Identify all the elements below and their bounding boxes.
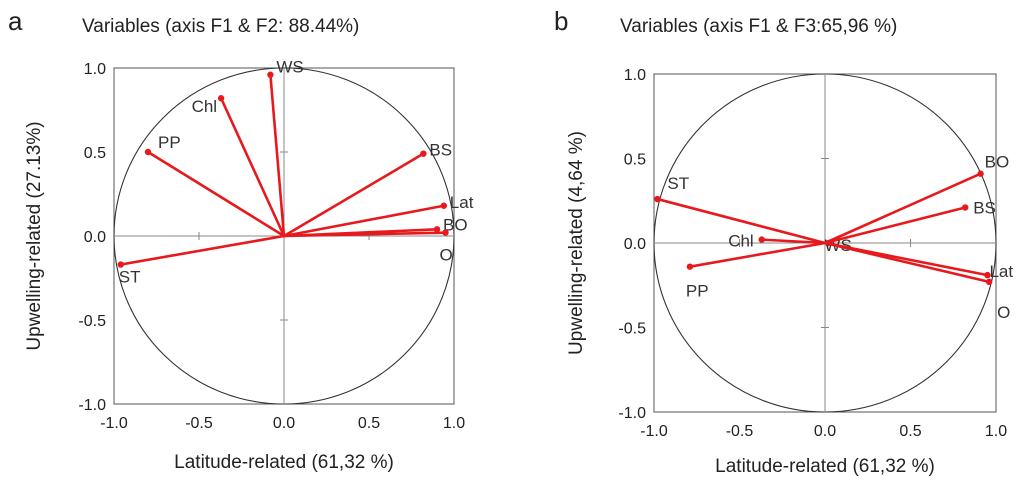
x-tick-label: 1.0 <box>443 415 465 432</box>
panel-b: b Variables (axis F1 & F3:65,96 %) -1.0-… <box>548 0 1026 479</box>
x-tick-label: -0.5 <box>726 423 754 440</box>
point-lat <box>440 202 447 209</box>
point-label-chl: Chl <box>192 97 218 116</box>
vector-chl <box>760 238 827 245</box>
point-label-lat: Lat <box>450 193 474 212</box>
vector-ws <box>269 73 286 238</box>
vector-o <box>823 241 991 284</box>
vector-lat <box>282 204 446 238</box>
x-tick-label: 0.5 <box>899 423 921 440</box>
x-tick-label: -1.0 <box>640 423 668 440</box>
x-axis-label: Latitude-related (61,32 %) <box>715 456 935 477</box>
vector-bs <box>282 152 425 238</box>
y-tick-label: 1.0 <box>624 67 646 84</box>
point-label-chl: Chl <box>728 232 754 251</box>
point-chl <box>217 95 225 102</box>
panel-letter-b: b <box>554 6 569 36</box>
y-tick-label: 0.5 <box>624 152 646 169</box>
vector-o <box>282 231 447 238</box>
point-o <box>442 229 449 236</box>
x-axis-label: Latitude-related (61,32 %) <box>174 452 394 473</box>
y-tick-label: -0.5 <box>618 321 646 338</box>
y-axis-label: Upwelling-related (4,64 %) <box>566 131 587 355</box>
y-tick-label: 0.5 <box>84 145 106 162</box>
x-tick-label: 0.0 <box>273 415 295 432</box>
vector-st <box>656 197 827 245</box>
x-tick-label: 0.5 <box>358 415 380 432</box>
y-tick-label: -1.0 <box>618 405 646 422</box>
point-label-bo: BO <box>985 153 1010 172</box>
y-tick-label: 1.0 <box>84 61 106 78</box>
point-label-pp: PP <box>158 133 181 152</box>
point-label-lat: Lat <box>989 262 1013 281</box>
correlation-circle-a: -1.0 -0.5 0.0 0.5 1.0 -1.0 -0.5 0.0 0.5 1.0 Latitu… <box>24 58 474 473</box>
y-tick-label: -0.5 <box>78 313 106 330</box>
point-label-bs: BS <box>429 141 452 160</box>
point-st <box>654 195 661 203</box>
vector-pp <box>146 150 286 238</box>
point-lat <box>984 271 991 279</box>
x-tick-label: -1.0 <box>100 415 128 432</box>
point-bo <box>433 226 441 233</box>
point-bo <box>977 170 984 177</box>
point-bs <box>962 204 969 211</box>
panel-a: a Variables (axis F1 & F2: 88.44%) -1.0-… <box>0 0 500 479</box>
vector-st <box>119 234 286 266</box>
point-label-ws: WS <box>276 58 303 77</box>
panel-letter-a: a <box>8 6 23 36</box>
vector-bs <box>823 206 967 245</box>
vector-bo <box>823 172 982 245</box>
point-label-bs: BS <box>973 199 996 218</box>
point-label-st: ST <box>119 268 141 287</box>
point-label-o: O <box>440 246 453 265</box>
x-tick-label: 0.0 <box>814 423 836 440</box>
point-chl <box>758 236 765 243</box>
y-tick-label: 0.0 <box>84 229 106 246</box>
point-label-o: O <box>997 303 1010 322</box>
vector-chl <box>219 96 286 238</box>
y-tick-label: 0.0 <box>624 236 646 253</box>
x-tick-label: -0.5 <box>185 415 213 432</box>
point-label-st: ST <box>667 174 689 193</box>
x-tick-label: 1.0 <box>985 423 1007 440</box>
chart-title-a: Variables (axis F1 & F2: 88.44%) <box>82 16 360 37</box>
point-st <box>117 261 125 268</box>
y-tick-label: -1.0 <box>78 397 106 414</box>
y-axis-label: Upwelling-related (27.13%) <box>24 121 45 350</box>
point-pp <box>686 263 694 270</box>
point-pp <box>144 148 152 156</box>
point-ws <box>267 71 274 78</box>
point-label-pp: PP <box>686 282 709 301</box>
correlation-circle-b: -1.0 -0.5 0.0 0.5 1.0 -1.0 -0.5 0.0 0.5 1.0 Latitu… <box>566 67 1013 477</box>
point-bs <box>420 150 427 157</box>
point-o <box>985 278 993 286</box>
chart-title-b: Variables (axis F1 & F3:65,96 %) <box>620 16 898 37</box>
point-label-bo: BO <box>443 215 468 234</box>
vector-pp <box>688 241 827 268</box>
